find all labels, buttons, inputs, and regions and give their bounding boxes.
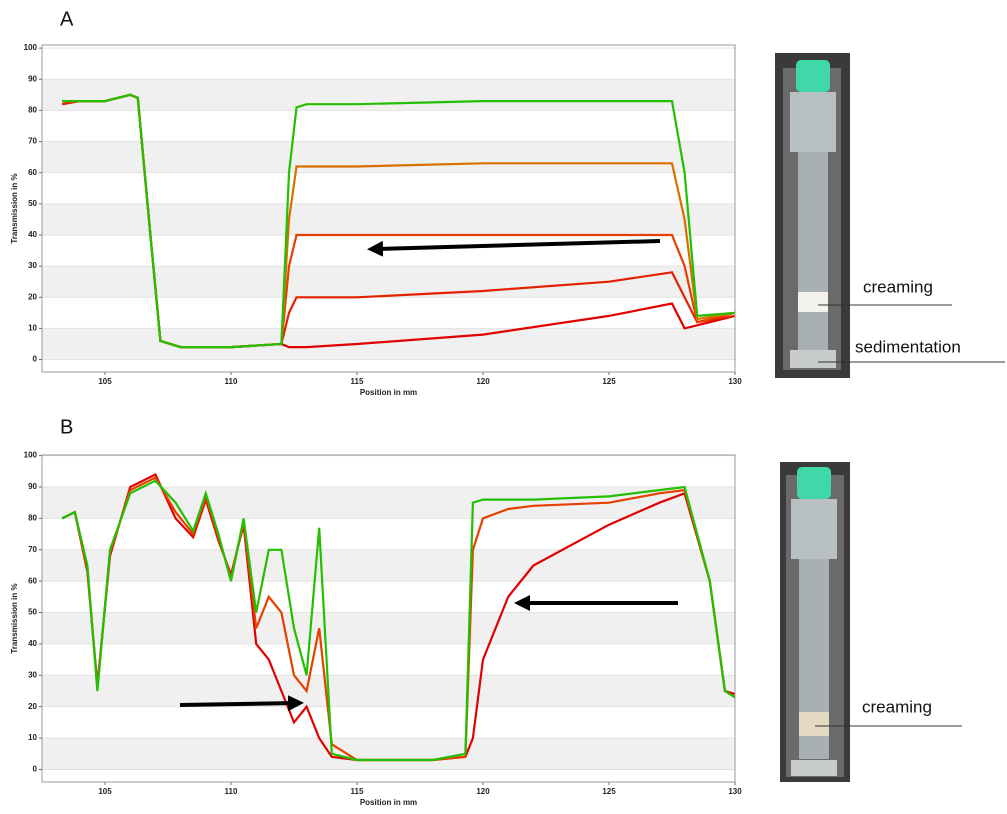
x-tick-label: 105	[98, 377, 112, 386]
x-axis-label: Position in mm	[360, 798, 417, 807]
plot-frame	[41, 44, 736, 373]
y-tick-label: 0	[33, 355, 38, 364]
y-tick-label: 60	[28, 168, 37, 177]
y-tick-label: 50	[28, 608, 37, 617]
arrows	[179, 239, 678, 712]
x-tick-label: 125	[602, 787, 616, 796]
y-tick-label: 20	[28, 702, 37, 711]
y-axis-label: Transmission in %	[10, 583, 19, 653]
y-tick-label: 100	[24, 43, 38, 52]
y-tick-label: 30	[28, 670, 37, 679]
y-tick-label: 0	[33, 765, 38, 774]
data-line	[62, 93, 736, 349]
grid-band	[42, 675, 735, 707]
annotation: creaming	[862, 697, 932, 716]
x-tick-label: 110	[225, 377, 238, 386]
grid-band	[42, 203, 735, 235]
grid-band	[42, 79, 735, 111]
x-tick-label: 120	[476, 377, 490, 386]
y-tick-label: 70	[28, 137, 37, 146]
x-tick-label: 130	[728, 787, 742, 796]
y-tick-label: 20	[28, 292, 37, 301]
data-line	[61, 473, 736, 762]
grid-band	[42, 141, 735, 173]
photo-tube	[780, 462, 962, 782]
photo-tube	[775, 53, 1005, 378]
panel-label: B	[60, 416, 73, 438]
data-line	[61, 479, 736, 762]
annotation: creaming	[863, 277, 933, 296]
x-tick-label: 115	[351, 377, 364, 386]
x-tick-label: 110	[225, 787, 238, 796]
data-line	[61, 476, 736, 762]
grid-band	[42, 549, 735, 582]
y-tick-label: 70	[28, 545, 37, 554]
grid-band	[42, 738, 735, 770]
y-tick-label: 90	[28, 74, 37, 83]
y-axis-label: Transmission in %	[10, 173, 19, 243]
y-tick-label: 90	[28, 482, 37, 491]
x-tick-label: 130	[728, 377, 742, 386]
panel-label: A	[60, 8, 74, 30]
x-tick-label: 105	[98, 787, 112, 796]
annotation: sedimentation	[855, 337, 961, 356]
grid-band	[42, 266, 735, 298]
y-tick-label: 80	[28, 106, 37, 115]
x-tick-label: 115	[351, 787, 364, 796]
y-tick-label: 40	[28, 230, 37, 239]
y-tick-label: 80	[28, 514, 37, 523]
x-axis-label: Position in mm	[360, 388, 417, 397]
y-tick-label: 40	[28, 639, 37, 648]
plot-frame	[41, 454, 736, 783]
y-tick-label: 10	[28, 324, 37, 333]
x-tick-label: 125	[602, 377, 616, 386]
grid-band	[42, 612, 735, 644]
grid-band	[42, 487, 735, 519]
grid-band	[42, 328, 735, 360]
y-tick-label: 50	[28, 199, 37, 208]
x-tick-label: 120	[476, 787, 490, 796]
y-tick-label: 60	[28, 576, 37, 585]
y-tick-label: 30	[28, 261, 37, 270]
y-tick-label: 10	[28, 733, 37, 742]
y-tick-label: 100	[24, 451, 38, 460]
